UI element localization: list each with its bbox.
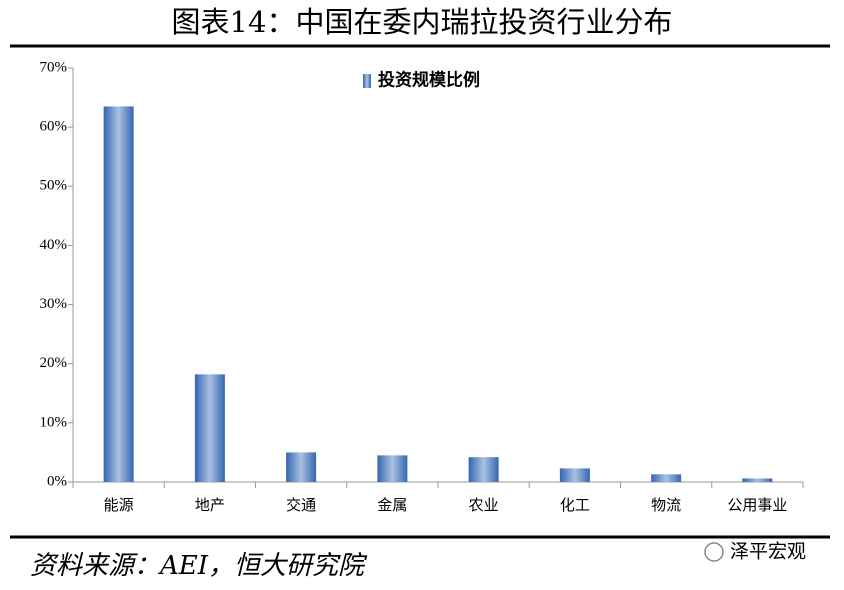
bar [377, 455, 408, 482]
chart-title: 图表14：中国在委内瑞拉投资行业分布 [172, 5, 673, 39]
x-tick-label: 金属 [377, 496, 407, 514]
bar [286, 452, 317, 482]
bar [103, 106, 134, 482]
watermark-text: 泽平宏观 [730, 541, 806, 563]
bar [651, 474, 682, 482]
legend-swatch [363, 74, 371, 88]
x-tick-label: 地产 [195, 496, 225, 514]
bar [559, 468, 590, 482]
x-tick-label: 交通 [286, 496, 316, 514]
x-tick-label: 农业 [469, 496, 499, 514]
y-tick-label: 10% [40, 414, 68, 430]
y-tick-label: 70% [40, 59, 68, 75]
x-tick-label: 公用事业 [727, 496, 787, 514]
y-tick-label: 60% [40, 119, 68, 135]
x-tick-label: 化工 [560, 496, 590, 514]
y-tick-label: 20% [40, 355, 68, 371]
x-tick-label: 能源 [104, 496, 134, 514]
y-tick-label: 40% [40, 237, 68, 253]
x-tick-label: 物流 [651, 496, 681, 514]
watermark-icon [704, 542, 724, 562]
bar [742, 478, 773, 482]
y-tick-label: 50% [40, 178, 68, 194]
bar [194, 374, 225, 482]
y-tick-label: 30% [40, 296, 68, 312]
legend-label: 投资规模比例 [378, 70, 480, 91]
source-note: 资料来源：AEI，恒大研究院 [30, 551, 368, 581]
bar [468, 457, 499, 482]
watermark: 泽平宏观 [704, 541, 806, 563]
y-tick-label: 0% [47, 473, 67, 489]
